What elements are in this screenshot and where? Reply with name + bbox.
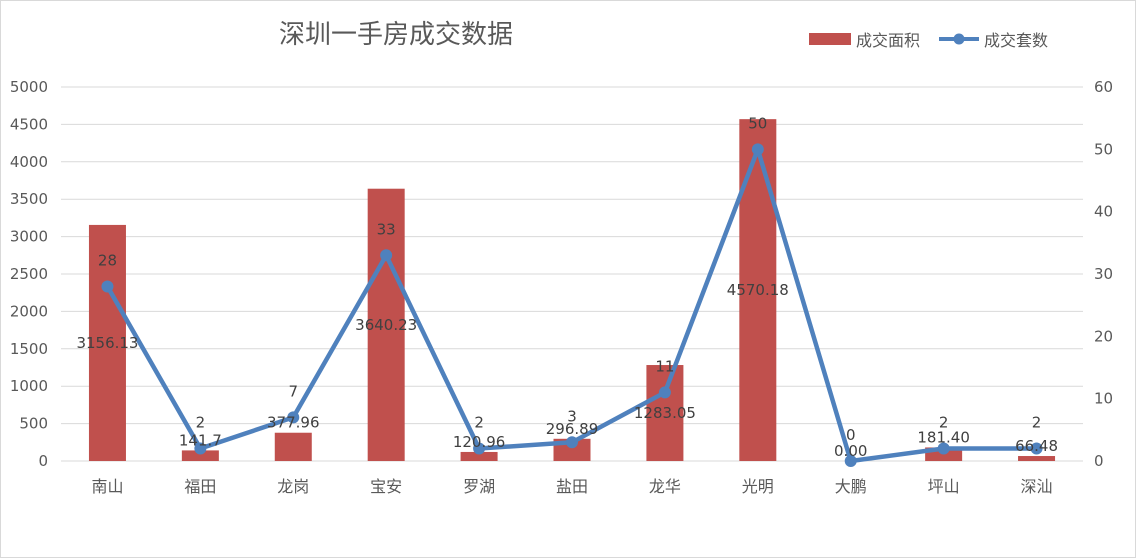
bar-data-label: 377.96 [267,414,320,432]
right-tick-label: 20 [1094,327,1113,345]
right-tick-label: 30 [1094,265,1113,283]
right-tick-label: 40 [1094,203,1113,221]
left-tick-label: 500 [19,415,48,433]
line-data-label: 7 [288,382,298,400]
left-tick-label: 3000 [10,228,48,246]
line-point [751,143,764,156]
bar-data-label: 3156.13 [76,334,138,352]
line-point [658,386,671,399]
category-label: 罗湖 [463,477,495,496]
category-label: 坪山 [928,477,960,496]
gridlines [61,86,1083,462]
bar [181,450,219,461]
line-point [380,249,393,262]
bar-data-label: 1283.05 [634,404,696,422]
bar-data-label: 0.00 [834,442,867,460]
bar-data-label: 120.96 [453,433,506,451]
category-axis-labels: 南山 福田 龙岗 宝安 罗湖 盐田 龙华 光明 大鹏 坪山 深汕 [91,477,1052,496]
category-label: 盐田 [556,477,588,496]
legend: 成交面积 成交套数 [809,31,1048,50]
line-point [937,442,950,455]
left-tick-label: 0 [38,452,48,470]
line-data-label: 2 [939,414,949,432]
bar-data-label: 296.89 [546,420,599,438]
line-point [566,436,578,449]
legend-bar-label: 成交面积 [856,31,920,50]
left-tick-label: 2500 [10,265,48,283]
line-point [194,442,207,455]
chart-title: 深圳一手房成交数据 [279,20,513,50]
line-data-label: 2 [474,414,484,432]
right-tick-label: 60 [1094,78,1113,96]
right-tick-label: 50 [1094,140,1113,158]
line-point [844,455,857,467]
legend-line-label: 成交套数 [984,31,1048,50]
bar-data-label: 4570.18 [727,281,789,299]
left-tick-label: 4000 [10,153,48,171]
category-label: 福田 [184,477,216,496]
line-data-label: 2 [1032,414,1042,432]
line-point [473,442,486,455]
line-data-label: 11 [655,357,674,375]
line-data-label: 50 [748,114,767,132]
line-data-labels: 28 2 7 33 2 3 11 50 0 2 2 [98,114,1041,444]
left-tick-label: 1000 [10,377,48,395]
bar [1018,456,1056,461]
line-data-label: 28 [98,251,117,269]
legend-bar-swatch [809,33,851,45]
line-data-label: 2 [196,414,206,432]
line-series-volume [101,143,1043,467]
line-data-label: 33 [377,220,396,238]
bar [367,188,405,461]
left-axis-ticks: 0 500 1000 1500 2000 2500 3000 3500 4000 4500 5000 [10,78,48,470]
category-label: 光明 [742,477,774,496]
line-point [287,411,300,424]
right-tick-label: 10 [1094,390,1113,408]
bar-data-label: 181.40 [917,428,970,446]
left-tick-label: 1500 [10,340,48,358]
category-label: 龙岗 [277,477,309,496]
line-data-label: 0 [846,426,856,444]
left-tick-label: 2000 [10,302,48,320]
left-tick-label: 3500 [10,190,48,208]
left-tick-label: 4500 [10,115,48,133]
category-label: 南山 [91,477,123,496]
bar [460,451,498,461]
category-label: 宝安 [370,477,402,496]
bar-data-label: 141.7 [179,431,222,449]
left-tick-label: 5000 [10,78,48,96]
right-axis-ticks: 0 10 20 30 40 50 60 [1094,78,1113,470]
category-label: 龙华 [649,477,681,496]
right-tick-label: 0 [1094,452,1104,470]
bar-series-area [88,119,1056,461]
bar-data-label: 66.48 [1015,437,1058,455]
line-point [1030,442,1043,455]
legend-line-marker [953,33,965,45]
bar-data-label: 3640.23 [355,316,417,334]
category-label: 大鹏 [835,477,867,496]
bar [274,432,312,461]
bar [646,365,684,461]
category-label: 深汕 [1021,477,1053,496]
line-data-label: 3 [567,407,577,425]
bar-data-labels: 3156.13 141.7 377.96 3640.23 120.96 296.89 128… [76,281,1058,460]
bar [88,224,126,461]
line-point [101,280,114,293]
